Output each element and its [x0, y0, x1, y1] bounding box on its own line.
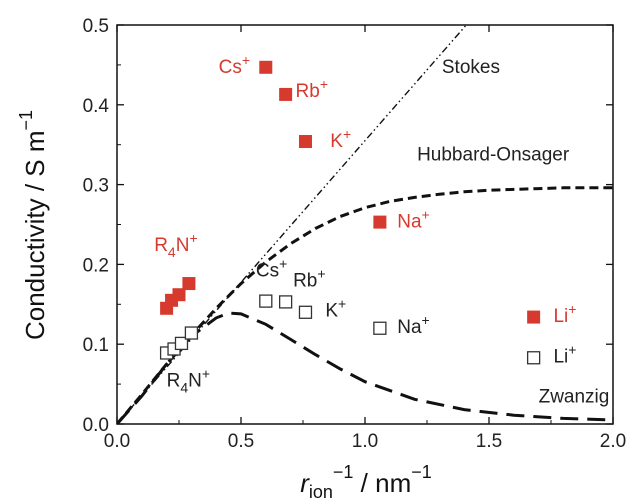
simulation-marker — [526, 351, 541, 365]
simulation-marker — [298, 305, 313, 319]
annotation-label: Hubbard-Onsager — [417, 145, 570, 166]
annotation-label: K+ — [330, 126, 351, 152]
experiment-marker — [279, 87, 293, 101]
x-axis-title: rion−1 / nm−1 — [300, 462, 432, 502]
stokes-curve — [117, 25, 468, 424]
x-tick-label: 0.5 — [228, 431, 254, 452]
experiment-marker — [172, 288, 186, 302]
annotation-label: Na+ — [397, 207, 429, 233]
annotation-label: R4N+ — [154, 230, 197, 260]
data-markers — [159, 60, 541, 365]
annotation-label: Cs+ — [256, 255, 287, 281]
y-tick-label: 0.2 — [83, 255, 109, 276]
x-axis-title-sup1: −1 — [333, 462, 354, 482]
annotation-label: Zwanzig — [539, 386, 610, 407]
model-curves — [117, 25, 613, 424]
y-tick-label: 0.1 — [83, 335, 109, 356]
y-tick-label: 0.3 — [83, 176, 109, 197]
x-tick-label: 2.0 — [600, 431, 626, 452]
y-axis-title-sup: −1 — [16, 110, 36, 131]
experiment-marker — [182, 277, 196, 291]
y-tick-label: 0.0 — [83, 415, 109, 436]
x-axis-title-sup2: −1 — [411, 462, 432, 482]
annotation-label: Rb+ — [296, 76, 328, 102]
x-axis-title-sub: ion — [309, 482, 333, 502]
y-tick-label: 0.5 — [83, 16, 109, 37]
simulation-marker — [174, 336, 189, 351]
simulation-marker — [259, 294, 273, 308]
annotation-label: Li+ — [553, 301, 576, 327]
x-axis-title-main: r — [300, 468, 310, 498]
hubbard-onsager-curve — [117, 186, 613, 424]
x-axis-title-unit: / nm — [353, 468, 411, 498]
annotation-label: Cs+ — [219, 52, 250, 78]
annotation-label: Stokes — [442, 57, 500, 78]
annotation-label: Li+ — [553, 342, 576, 368]
axis-titles: rion−1 / nm−1 Conductivity / S m−1 — [16, 110, 432, 502]
experiment-marker — [373, 215, 387, 229]
simulation-marker — [278, 295, 293, 309]
x-tick-label: 1.0 — [352, 431, 378, 452]
y-axis-title: Conductivity / S m−1 — [16, 110, 50, 340]
experiment-marker — [259, 60, 273, 74]
y-tick-label: 0.4 — [83, 96, 110, 117]
annotations: Cs+Rb+K+Na+Li+R4N+Cs+Rb+K+Na+Li+R4N+Stok… — [154, 52, 609, 408]
annotation-label: Na+ — [397, 312, 429, 338]
annotation-label: K+ — [325, 295, 346, 321]
zwanzig-curve — [117, 311, 613, 424]
x-tick-label: 0.0 — [104, 431, 130, 452]
simulation-marker — [373, 321, 387, 335]
annotation-label: R4N+ — [167, 365, 210, 395]
x-tick-label: 1.5 — [476, 431, 502, 452]
experiment-marker — [527, 310, 541, 324]
simulation-marker — [184, 326, 199, 340]
annotation-label: Rb+ — [293, 266, 325, 292]
axes: 0.0 0.5 1.0 1.5 2.0 0.0 0.1 0.2 0.3 0.4 0.5 — [83, 16, 627, 452]
y-axis-title-main: Conductivity / S m — [20, 131, 50, 341]
experiment-marker — [298, 135, 312, 149]
